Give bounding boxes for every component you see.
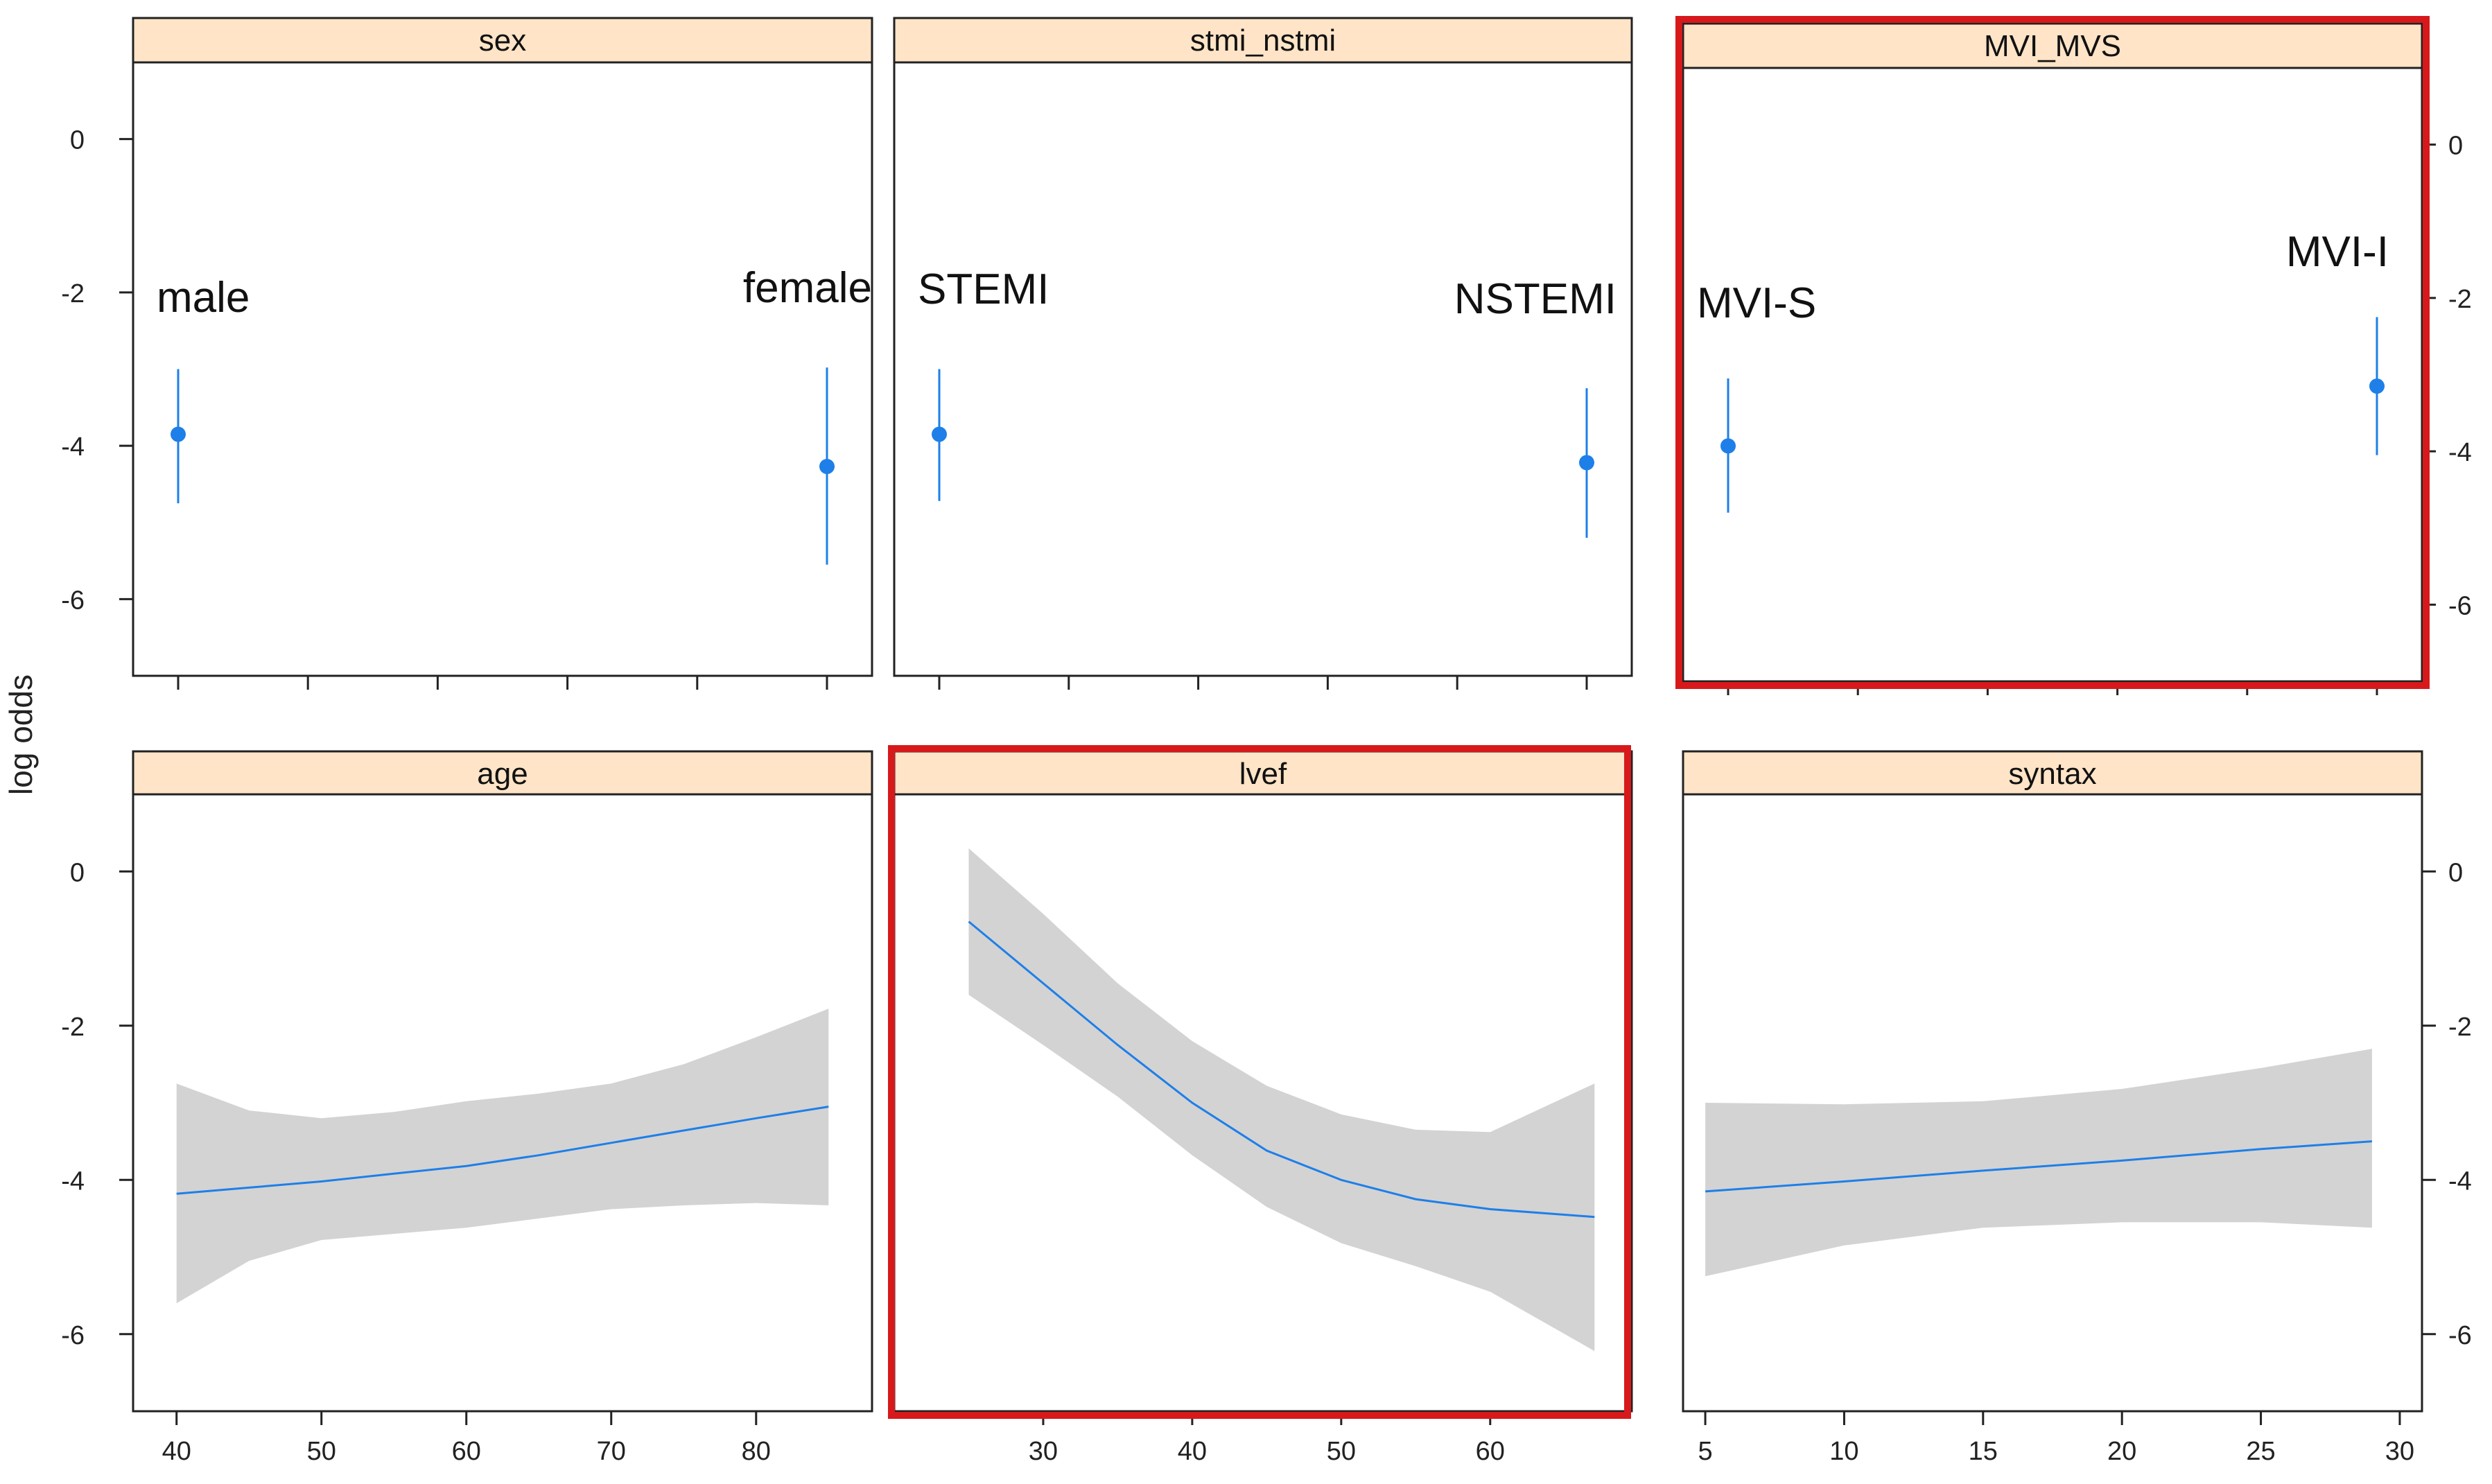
y-tick-label: -6: [2448, 1321, 2472, 1350]
x-tick-label: 10: [1829, 1437, 1858, 1466]
x-tick-label: 70: [597, 1437, 626, 1466]
y-tick-label: -4: [2448, 1167, 2472, 1196]
y-tick-label: 0: [2448, 858, 2463, 887]
panel-strip: [893, 17, 1633, 64]
panel-frame: [132, 61, 873, 677]
y-tick-label: -2: [2448, 285, 2472, 314]
panel-title: age: [477, 757, 528, 791]
x-tick-label: 15: [1969, 1437, 1998, 1466]
y-axis-label: log odds: [3, 674, 39, 795]
panel-title: stmi_nstmi: [1190, 24, 1336, 58]
confidence-band: [176, 1009, 829, 1304]
fit-line: [968, 920, 1595, 1219]
category-label: female: [743, 264, 872, 312]
y-tick-label: -6: [2448, 591, 2472, 620]
confidence-band: [968, 848, 1595, 1352]
data-point: [819, 458, 835, 474]
x-tick-label: 20: [2107, 1437, 2136, 1466]
x-tick-label: 30: [2385, 1437, 2414, 1466]
confidence-band: [1705, 1049, 2372, 1277]
highlight-frame: [888, 745, 1631, 1419]
y-tick-label: 0: [70, 126, 85, 155]
y-tick-label: -2: [61, 279, 85, 308]
panel-syntax: syntax 0 -2 -4 -6 5 10 15 20 25 30: [1682, 750, 2472, 1466]
panel-title: syntax: [2008, 757, 2096, 791]
category-label: STEMI: [918, 265, 1049, 313]
panel-title: MVI_MVS: [1984, 29, 2121, 63]
category-label: MVI-I: [2286, 228, 2389, 276]
panel-sex: sex 0 -2 -4 -6 male female: [61, 17, 873, 690]
y-tick-label: -6: [61, 586, 85, 615]
x-tick-label: 50: [307, 1437, 336, 1466]
y-tick-label: 0: [70, 858, 85, 887]
panel-strip: [132, 17, 873, 64]
x-tick-label: 60: [1476, 1437, 1505, 1466]
highlight-frame: [1675, 16, 2430, 689]
category-label: MVI-S: [1697, 279, 1816, 327]
panel-title: sex: [479, 24, 526, 58]
panel-strip: [1682, 22, 2423, 69]
x-tick-label: 40: [1178, 1437, 1207, 1466]
panel-title: lvef: [1239, 757, 1287, 791]
x-tick-label: 25: [2246, 1437, 2275, 1466]
y-tick-label: -4: [2448, 438, 2472, 467]
panel-mvi-mvs: MVI_MVS 0 -2 -4 -6 MVI-S MVI-I: [1675, 16, 2472, 695]
y-tick-label: -6: [61, 1321, 85, 1350]
fit-line: [176, 1106, 829, 1195]
y-tick-label: -4: [61, 433, 85, 462]
panel-frame: [132, 793, 873, 1413]
y-tick-label: -4: [61, 1167, 85, 1196]
category-label: NSTEMI: [1454, 275, 1617, 323]
y-tick-label: 0: [2448, 132, 2463, 161]
data-point: [1720, 438, 1736, 454]
data-point: [2369, 378, 2385, 394]
panel-frame: [1682, 67, 2423, 683]
x-tick-label: 30: [1029, 1437, 1058, 1466]
x-tick-label: 50: [1327, 1437, 1356, 1466]
x-tick-label: 80: [742, 1437, 771, 1466]
panel-strip: [132, 750, 873, 796]
data-point: [932, 426, 947, 442]
fit-line: [1705, 1140, 2373, 1193]
category-label: male: [157, 274, 250, 322]
data-point: [171, 426, 186, 442]
panel-lvef: lvef 30 40 50 60: [888, 745, 1633, 1466]
panel-age: age 0 -2 -4 -6 40 50 60 70 80: [61, 750, 873, 1466]
x-tick-label: 60: [452, 1437, 481, 1466]
panel-frame: [1682, 793, 2423, 1413]
data-point: [1579, 455, 1594, 471]
x-tick-label: 5: [1698, 1437, 1712, 1466]
y-tick-label: -2: [2448, 1013, 2472, 1042]
panel-stmi-nstmi: stmi_nstmi STEMI NSTEMI: [893, 17, 1633, 690]
x-tick-label: 40: [162, 1437, 191, 1466]
panel-frame: [893, 61, 1633, 677]
y-tick-label: -2: [61, 1013, 85, 1042]
